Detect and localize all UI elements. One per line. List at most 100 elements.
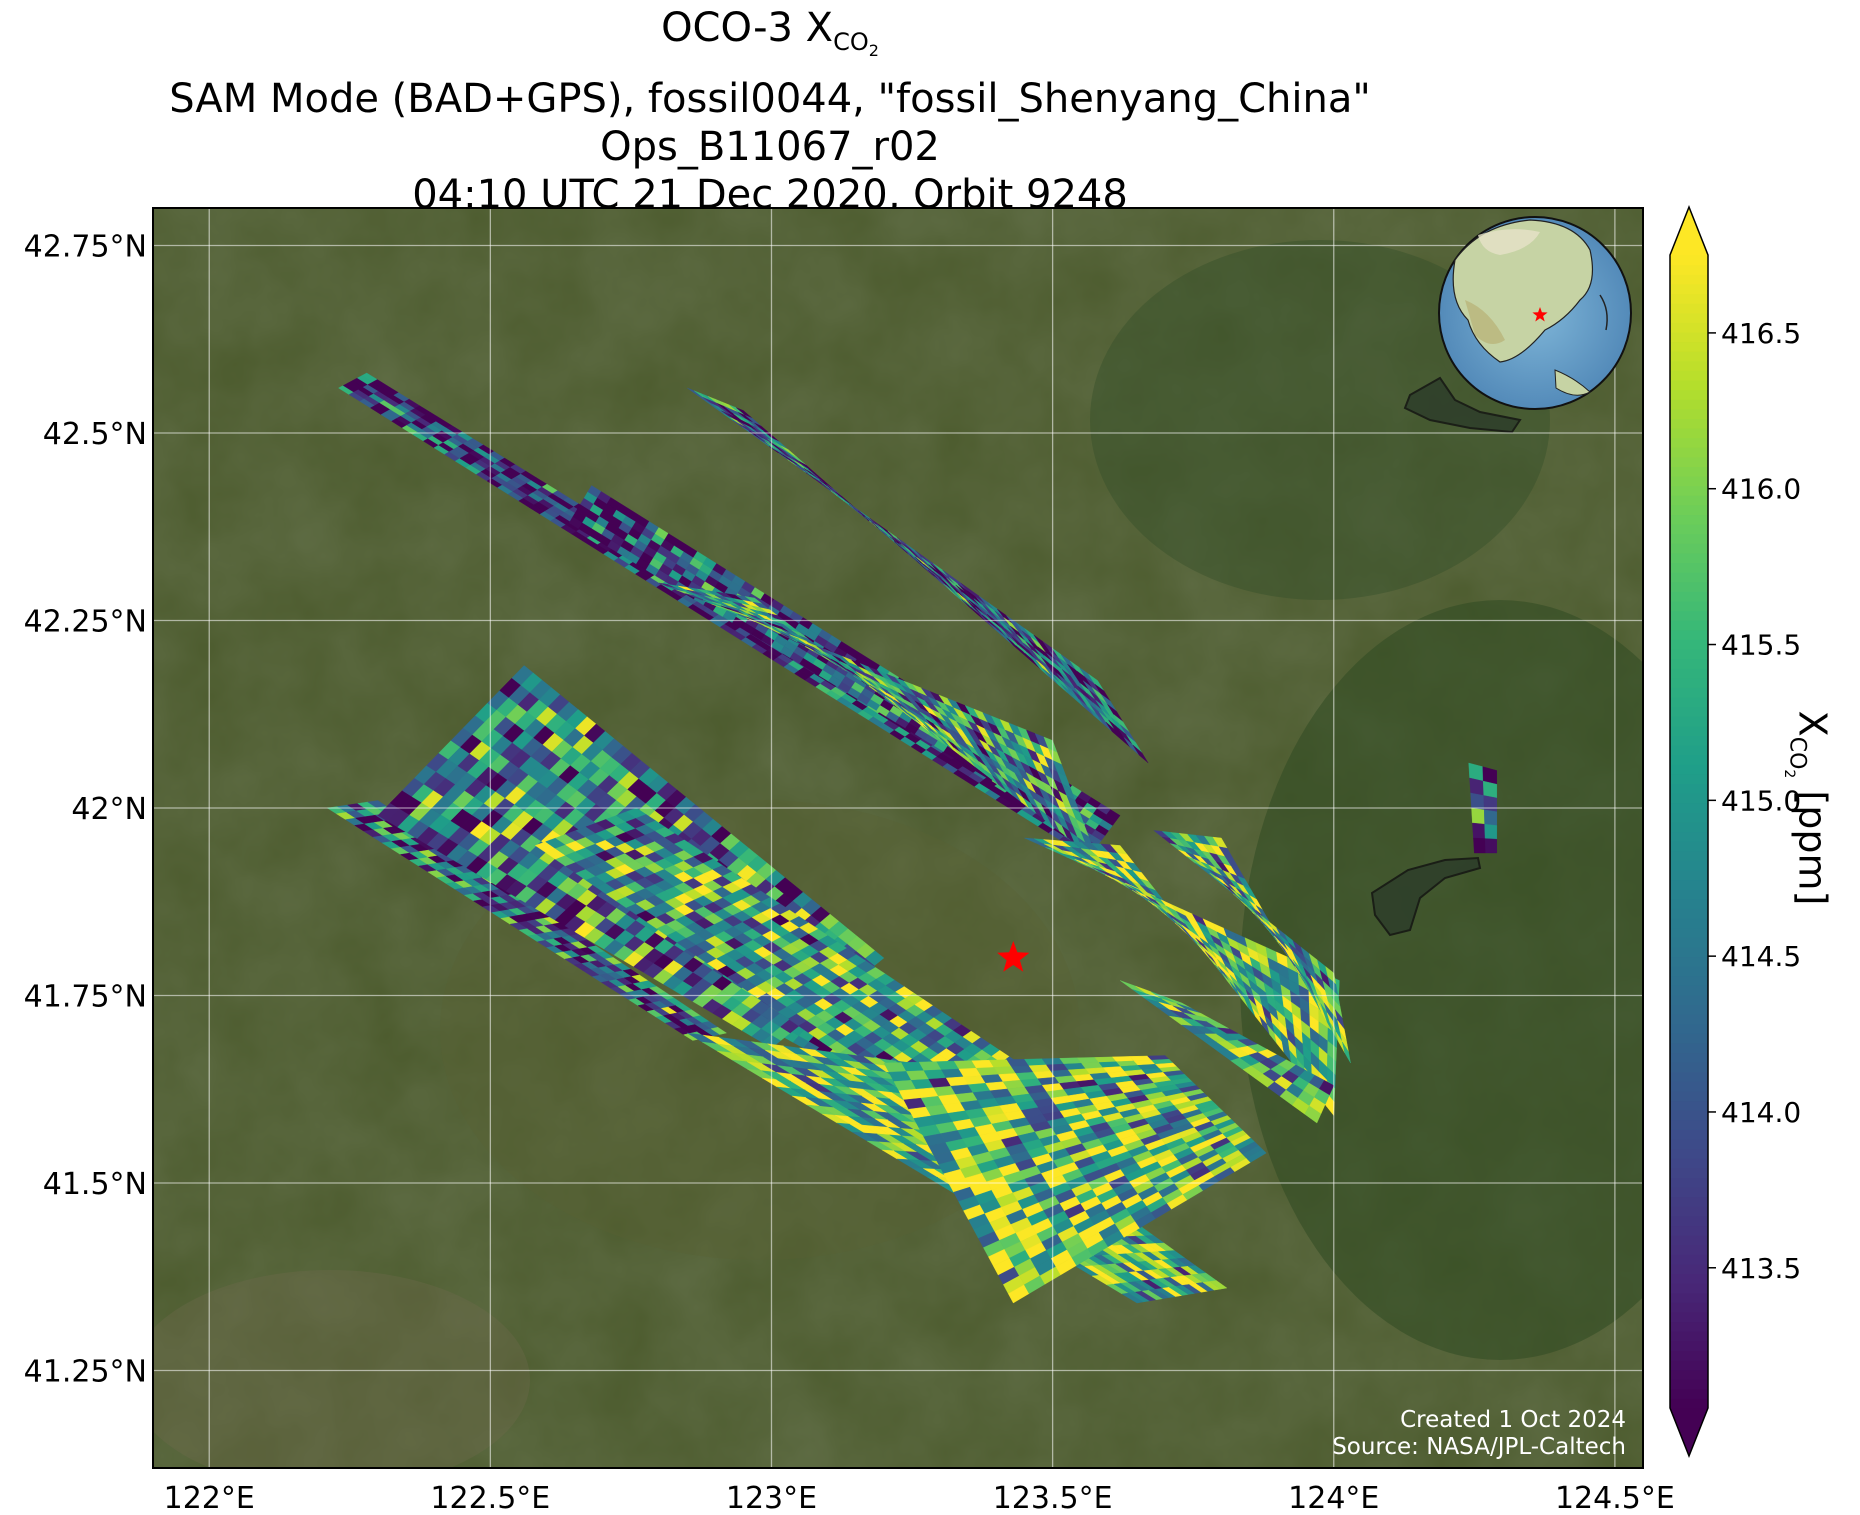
colorbar-segment [1670, 927, 1708, 938]
colorbar-tick-label: 414.0 [1721, 1096, 1801, 1129]
gridlines [153, 208, 1643, 1468]
colorbar-segment [1670, 331, 1708, 343]
colorbar-tick-label: 414.5 [1721, 940, 1801, 973]
colorbar-segment [1670, 879, 1708, 890]
colorbar-segment [1670, 514, 1708, 525]
colorbar-segment [1670, 620, 1708, 631]
colorbar-segment [1670, 735, 1708, 746]
colorbar-tick-label: 415.0 [1721, 784, 1801, 817]
colorbar-segment [1670, 322, 1708, 333]
colorbar-segment [1670, 1187, 1708, 1198]
colorbar-segment [1670, 591, 1708, 602]
swath [1119, 980, 1335, 1124]
colorbar-segment [1670, 658, 1708, 669]
colorbar-segment [1670, 716, 1708, 727]
colorbar-segment [1670, 1215, 1708, 1227]
colorbar-segment [1670, 610, 1708, 621]
colorbar-segment [1670, 841, 1708, 852]
colorbar-segment [1670, 1138, 1708, 1150]
colorbar-segment [1670, 1004, 1708, 1015]
colorbar-segment [1670, 648, 1708, 660]
colorbar-segment [1670, 1071, 1708, 1082]
colorbar-segment [1670, 485, 1708, 496]
colorbar-segment [1670, 1225, 1708, 1236]
colorbar-extend-max [1670, 207, 1708, 255]
lon-tick-label: 122°E [164, 1481, 255, 1515]
colorbar-segment [1670, 399, 1708, 410]
colorbar-segment [1670, 793, 1708, 804]
colorbar-segment [1670, 773, 1708, 785]
lat-tick-label: 41.75°N [24, 980, 147, 1015]
colorbar-segment [1670, 1052, 1708, 1063]
inset-globe-icon [1438, 216, 1632, 410]
xco2-cell [1471, 807, 1485, 825]
colorbar-segment [1670, 418, 1708, 429]
lat-tick-label: 42°N [71, 792, 147, 827]
xco2-cell [1483, 795, 1498, 812]
colorbar-segment [1670, 1254, 1708, 1265]
colorbar-segment [1670, 994, 1708, 1006]
xco2-cell [1132, 744, 1149, 764]
colorbar-segment [1670, 562, 1708, 573]
colorbar-segment [1670, 1263, 1708, 1275]
colorbar-segment [1670, 1042, 1708, 1054]
colorbar-tick-label: 415.5 [1721, 629, 1801, 662]
colorbar-segment [1670, 543, 1708, 554]
colorbar-segment [1670, 351, 1708, 362]
colorbar-segment [1670, 677, 1708, 688]
lon-tick-label: 124°E [1288, 1481, 1379, 1515]
xco2-cell [1106, 809, 1121, 821]
colorbar-segment [1670, 1359, 1708, 1371]
colorbar-segment [1670, 370, 1708, 381]
colorbar-segment [1670, 1350, 1708, 1361]
xco2-cell [1473, 837, 1486, 854]
colorbar-segment [1670, 1398, 1708, 1409]
lon-tick-label: 124.5°E [1555, 1481, 1675, 1515]
colorbar-segment [1670, 1081, 1708, 1092]
title-line-1: OCO-3 XCO2 [661, 5, 879, 60]
colorbar-segment [1670, 456, 1708, 467]
colorbar-segment [1670, 264, 1708, 275]
colorbar-segment [1670, 869, 1708, 881]
created-credit: Created 1 Oct 2024 [1400, 1407, 1626, 1433]
colorbar-segment [1670, 956, 1708, 967]
colorbar-segment [1670, 312, 1708, 323]
colorbar-segment [1670, 1331, 1708, 1342]
colorbar-segment [1670, 1033, 1708, 1044]
lat-tick-label: 41.5°N [43, 1167, 147, 1202]
target-star-icon [997, 941, 1030, 972]
colorbar-segment [1670, 668, 1708, 679]
swath [883, 1055, 1267, 1304]
source-credit: Source: NASA/JPL-Caltech [1332, 1434, 1626, 1460]
colorbar-segment [1670, 860, 1708, 871]
colorbar-segment [1670, 821, 1708, 833]
colorbar-segment [1670, 754, 1708, 765]
map-frame [152, 207, 1644, 1469]
colorbar-segment [1670, 437, 1708, 448]
lon-tick-label: 123.5°E [993, 1481, 1113, 1515]
colorbar-segment [1670, 966, 1708, 977]
colorbar-segment [1670, 274, 1708, 285]
longitude-axis: 122°E 122.5°E 123°E 123.5°E 124°E 124.5°E [164, 1481, 1675, 1515]
colorbar-segment [1670, 1283, 1708, 1294]
xco2-cell [1484, 823, 1498, 840]
xco2-cell [710, 1026, 728, 1035]
colorbar-segment [1670, 706, 1708, 717]
colorbar-segment [1670, 1311, 1708, 1323]
colorbar-segment [1670, 802, 1708, 813]
colorbar-segment [1670, 1177, 1708, 1188]
colorbar-segment [1670, 1235, 1708, 1246]
reservoir-east [1370, 856, 1482, 937]
xco2-cell [1342, 1041, 1351, 1064]
colorbar-segment [1670, 283, 1708, 295]
colorbar-segment [1670, 303, 1708, 314]
xco2-cell [1469, 777, 1484, 796]
colorbar-segment [1670, 908, 1708, 919]
colorbar-segment [1670, 1196, 1708, 1207]
colorbar-outline [1669, 204, 1709, 1459]
colorbar-segment [1670, 783, 1708, 794]
colorbar-segment [1670, 552, 1708, 564]
colorbar-segment [1670, 687, 1708, 698]
colorbar-tick-label: 413.5 [1721, 1252, 1801, 1285]
